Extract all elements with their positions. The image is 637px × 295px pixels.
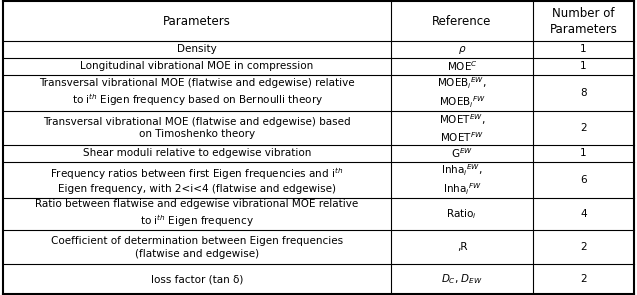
Text: Inha$_{i}$$^{EW}$,
Inha$_{i}$$^{FW}$: Inha$_{i}$$^{EW}$, Inha$_{i}$$^{FW}$ bbox=[441, 163, 483, 197]
Text: Parameters: Parameters bbox=[163, 15, 231, 28]
Text: Shear moduli relative to edgewise vibration: Shear moduli relative to edgewise vibrat… bbox=[83, 148, 311, 158]
Text: Frequency ratios between first Eigen frequencies and i$^{th}$
Eigen frequency, w: Frequency ratios between first Eigen fre… bbox=[50, 166, 344, 194]
Text: 1: 1 bbox=[580, 44, 587, 54]
Text: ρ: ρ bbox=[459, 44, 465, 54]
Text: 6: 6 bbox=[580, 175, 587, 185]
Text: 2: 2 bbox=[580, 242, 587, 253]
Text: Transversal vibrational MOE (flatwise and edgewise) based
on Timoshenko theory: Transversal vibrational MOE (flatwise an… bbox=[43, 117, 351, 139]
Text: Ratio between flatwise and edgewise vibrational MOE relative
to i$^{th}$ Eigen f: Ratio between flatwise and edgewise vibr… bbox=[36, 199, 359, 229]
Text: 1: 1 bbox=[580, 61, 587, 71]
Text: ,R: ,R bbox=[457, 242, 467, 253]
Text: 8: 8 bbox=[580, 88, 587, 98]
Text: Density: Density bbox=[177, 44, 217, 54]
Text: Reference: Reference bbox=[433, 15, 492, 28]
Text: Transversal vibrational MOE (flatwise and edgewise) relative
to i$^{th}$ Eigen f: Transversal vibrational MOE (flatwise an… bbox=[39, 78, 355, 107]
Text: Coefficient of determination between Eigen frequencies
(flatwise and edgewise): Coefficient of determination between Eig… bbox=[51, 236, 343, 259]
Text: MOEB$_{i}$$^{EW}$,
MOEB$_{i}$$^{FW}$: MOEB$_{i}$$^{EW}$, MOEB$_{i}$$^{FW}$ bbox=[437, 76, 487, 110]
Text: G$^{EW}$: G$^{EW}$ bbox=[451, 147, 473, 160]
Text: MOE$^{C}$: MOE$^{C}$ bbox=[447, 60, 477, 73]
Text: 4: 4 bbox=[580, 209, 587, 219]
Text: MOET$^{EW}$,
MOET$^{FW}$: MOET$^{EW}$, MOET$^{FW}$ bbox=[439, 112, 485, 144]
Text: Ratio$_{i}$: Ratio$_{i}$ bbox=[447, 207, 478, 221]
Text: Longitudinal vibrational MOE in compression: Longitudinal vibrational MOE in compress… bbox=[80, 61, 314, 71]
Text: loss factor (tan δ): loss factor (tan δ) bbox=[151, 274, 243, 284]
Text: 2: 2 bbox=[580, 123, 587, 133]
Text: 2: 2 bbox=[580, 274, 587, 284]
Text: Number of
Parameters: Number of Parameters bbox=[550, 6, 617, 36]
Text: $D_{C}$, $D_{EW}$: $D_{C}$, $D_{EW}$ bbox=[441, 272, 483, 286]
Text: 1: 1 bbox=[580, 148, 587, 158]
